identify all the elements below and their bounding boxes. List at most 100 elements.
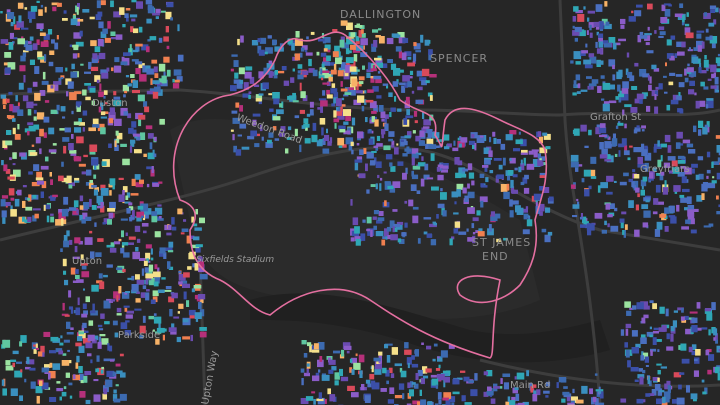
building xyxy=(149,142,153,150)
building xyxy=(21,36,24,41)
building xyxy=(462,187,467,194)
building xyxy=(333,97,338,104)
building xyxy=(146,68,155,75)
building xyxy=(139,325,146,334)
building xyxy=(109,178,116,186)
building xyxy=(610,225,619,232)
building xyxy=(696,302,701,309)
building xyxy=(614,180,617,183)
building xyxy=(711,302,716,311)
building xyxy=(607,223,610,228)
building xyxy=(387,185,394,190)
river xyxy=(250,293,610,363)
building xyxy=(50,336,59,342)
building xyxy=(391,347,398,355)
building xyxy=(131,275,135,281)
building xyxy=(510,186,515,194)
building xyxy=(634,62,639,67)
building xyxy=(667,385,671,393)
building xyxy=(135,68,141,75)
building xyxy=(100,369,104,374)
building xyxy=(272,39,277,45)
building xyxy=(35,386,43,394)
building xyxy=(685,23,690,27)
building xyxy=(155,8,161,14)
building xyxy=(532,393,538,402)
building xyxy=(408,389,414,397)
building xyxy=(667,54,671,59)
building xyxy=(716,145,720,153)
building xyxy=(75,362,79,369)
building xyxy=(658,390,665,393)
building xyxy=(99,281,105,290)
building xyxy=(129,14,138,18)
building xyxy=(146,258,149,263)
building xyxy=(24,128,29,133)
building xyxy=(367,129,372,134)
building xyxy=(429,95,433,101)
building xyxy=(69,92,77,101)
building xyxy=(392,81,399,87)
building xyxy=(358,76,365,81)
building xyxy=(41,382,49,390)
building xyxy=(682,188,690,193)
building xyxy=(324,134,330,141)
building xyxy=(26,101,34,109)
building xyxy=(76,279,84,283)
building xyxy=(171,292,178,299)
building xyxy=(676,204,680,212)
building xyxy=(127,242,134,245)
building xyxy=(353,43,356,47)
building xyxy=(634,379,639,382)
building xyxy=(623,172,629,177)
building xyxy=(449,238,453,246)
building xyxy=(78,373,84,381)
building xyxy=(454,157,460,165)
building xyxy=(650,348,657,352)
building xyxy=(709,36,718,44)
building xyxy=(193,236,200,241)
building xyxy=(12,362,15,368)
building xyxy=(512,387,518,394)
building xyxy=(509,210,514,218)
building xyxy=(199,331,207,338)
building xyxy=(385,236,388,240)
building xyxy=(81,271,90,278)
building xyxy=(563,386,568,389)
building xyxy=(250,130,257,137)
building xyxy=(660,17,668,23)
building xyxy=(438,399,442,405)
building xyxy=(602,82,611,90)
building xyxy=(690,229,697,234)
building xyxy=(292,100,299,103)
building xyxy=(562,391,570,396)
building xyxy=(351,149,354,155)
building xyxy=(139,132,146,140)
building xyxy=(415,373,419,380)
building xyxy=(598,127,607,134)
building xyxy=(661,325,667,332)
building xyxy=(319,356,323,362)
building xyxy=(714,366,720,374)
building xyxy=(63,10,67,14)
building xyxy=(429,223,437,228)
building xyxy=(580,89,588,92)
building xyxy=(430,239,437,246)
building xyxy=(136,135,141,141)
building xyxy=(251,40,259,46)
building xyxy=(677,108,683,113)
building xyxy=(500,143,506,150)
building xyxy=(704,308,712,312)
building xyxy=(687,63,690,67)
building xyxy=(106,244,115,248)
building xyxy=(580,124,587,132)
building xyxy=(331,366,337,371)
building xyxy=(101,161,107,166)
building xyxy=(394,147,399,155)
building xyxy=(306,363,310,367)
building xyxy=(241,146,250,150)
building xyxy=(588,129,592,136)
building xyxy=(116,267,123,271)
building xyxy=(29,59,35,65)
